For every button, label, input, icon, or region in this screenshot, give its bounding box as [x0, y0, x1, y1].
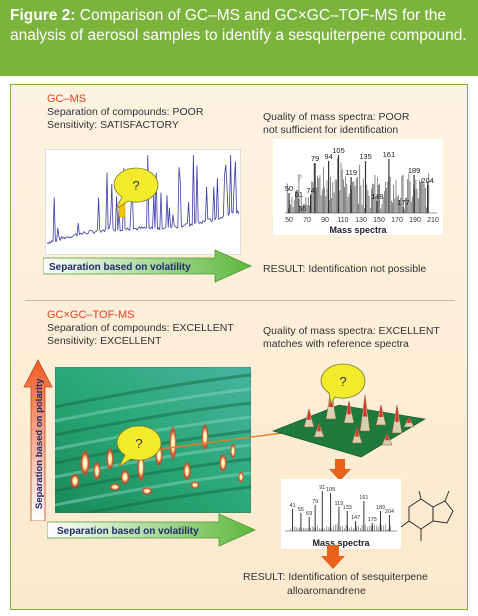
section-divider	[25, 300, 455, 301]
figure-caption-text: Comparison of GC–MS and GC×GC–TOF-MS for…	[10, 7, 467, 44]
poor-spectrum-tick: 110	[337, 217, 348, 224]
good-spectrum-peak-label: 204	[385, 509, 394, 515]
poor-spectrum-peak-label: 105	[332, 146, 345, 155]
poor-spectrum-tick: 70	[303, 217, 311, 224]
poor-spectrum-peak-label: 65	[298, 204, 306, 213]
poor-spectrum-tick: 190	[409, 217, 421, 224]
gcms-question-bubble: ?	[113, 167, 159, 211]
poor-spectrum-tick: 170	[391, 217, 403, 224]
down-arrow-2	[321, 545, 345, 569]
figure-panel: GC–MS Separation of compounds: POOR Sens…	[10, 84, 468, 610]
gcms-separation-text: Separation of compounds: POOR	[47, 106, 204, 118]
gcms-spectra-note: not sufficient for identification	[263, 124, 399, 136]
poor-spectrum-tick: 50	[285, 217, 293, 224]
poor-spectrum-tick: 210	[427, 217, 439, 224]
down-arrow-1	[329, 459, 351, 481]
good-spectrum-peak-label: 119	[335, 501, 344, 507]
good-spectrum-peak-label: 133	[343, 505, 352, 511]
polarity-arrow: Separation based on polarity	[23, 359, 53, 521]
gcms-result: RESULT: Identification not possible	[263, 263, 427, 275]
surface-question-mark: ?	[339, 374, 346, 389]
poor-spectrum-peak-label: 189	[408, 166, 421, 175]
surface-question-bubble: ?	[320, 363, 366, 405]
gcxgc-sensitivity-text: Sensitivity: EXCELLENT	[47, 335, 162, 347]
gcms-volatility-arrow: Separation based on volatility	[43, 249, 252, 283]
good-spectrum-peak-label: 105	[326, 487, 335, 493]
good-spectrum-peak-label: 69	[306, 511, 312, 517]
molecule-structure	[400, 490, 454, 541]
gcxgc-separation-text: Separation of compounds: EXCELLENT	[47, 322, 234, 334]
poor-spectrum-tick: 150	[373, 217, 385, 224]
figure-label: Figure 2:	[10, 7, 76, 24]
poor-spectrum-peak-label: 177	[397, 198, 410, 207]
gcxgc-volatility-arrow: Separation based on volatility	[47, 513, 256, 547]
polarity-label: Separation based on polarity	[34, 378, 45, 509]
surface-plot-3d	[272, 388, 426, 458]
poor-spectrum-peak-label: 74	[306, 186, 314, 195]
poor-spectrum-tick: 130	[355, 217, 367, 224]
good-spectrum-peak-label: 55	[298, 507, 304, 513]
good-spectrum-peak-label: 175	[368, 517, 377, 523]
good-spectrum-xlabel: Mass spectra	[312, 538, 370, 548]
gcms-question-mark: ?	[132, 178, 139, 193]
good-spectrum-peak-label: 91	[319, 485, 325, 491]
gcxgc-result-line1: RESULT: Identification of sesquiterpene	[243, 571, 428, 583]
gcms-volatility-label: Separation based on volatility	[49, 262, 191, 273]
poor-spectrum-tick: 90	[321, 217, 329, 224]
gcxgc-spectra-note: matches with reference spectra	[263, 338, 409, 350]
gcms-spectra-quality: Quality of mass spectra: POOR	[263, 111, 410, 123]
poor-spectrum-peak-label: 135	[359, 152, 372, 161]
figure-caption: Figure 2: Comparison of GC–MS and GC×GC–…	[0, 0, 478, 76]
gcms-chromatogram	[45, 149, 241, 255]
poor-spectrum-peak-label: 119	[345, 168, 357, 177]
good-spectrum-peak-label: 161	[359, 495, 368, 501]
poor-spectrum-xlabel: Mass spectra	[329, 225, 387, 235]
gcxgc-spectra-quality: Quality of mass spectra: EXCELLENT	[263, 325, 440, 337]
good-spectrum-peak-label: 147	[351, 515, 360, 521]
gcxgc-question-bubble: ?	[116, 425, 162, 469]
good-spectrum-peak-label: 41	[290, 503, 296, 509]
poor-spectrum-peak-label: 94	[324, 152, 332, 161]
poor-mass-spectrum: 50 70 90 110 130 150 170 190 210 105 79 94 135 161 11…	[273, 139, 443, 235]
poor-spectrum-peak-label: 61	[295, 190, 303, 199]
gcxgc-question-mark: ?	[135, 436, 142, 451]
gcxgc-title: GC×GC–TOF-MS	[47, 309, 135, 321]
poor-spectrum-peak-label: 79	[311, 154, 319, 163]
poor-spectrum-peak-label: 148	[371, 192, 384, 201]
poor-spectrum-peak-label: 204	[421, 176, 434, 185]
spectrum-question-mark: ?	[297, 173, 302, 183]
gcms-sensitivity-text: Sensitivity: SATISFACTORY	[47, 119, 179, 131]
gcxgc-volatility-label: Separation based on volatility	[57, 526, 199, 537]
connector-line	[161, 430, 298, 450]
good-spectrum-peak-label: 189	[376, 505, 385, 511]
gcms-title: GC–MS	[47, 93, 87, 105]
poor-spectrum-peak-label: 161	[383, 150, 396, 159]
poor-spectrum-peak-label: 50	[285, 184, 293, 193]
gcxgc-result-line2: alloaromandrene	[287, 585, 366, 597]
good-spectrum-peak-label: 79	[312, 499, 318, 505]
